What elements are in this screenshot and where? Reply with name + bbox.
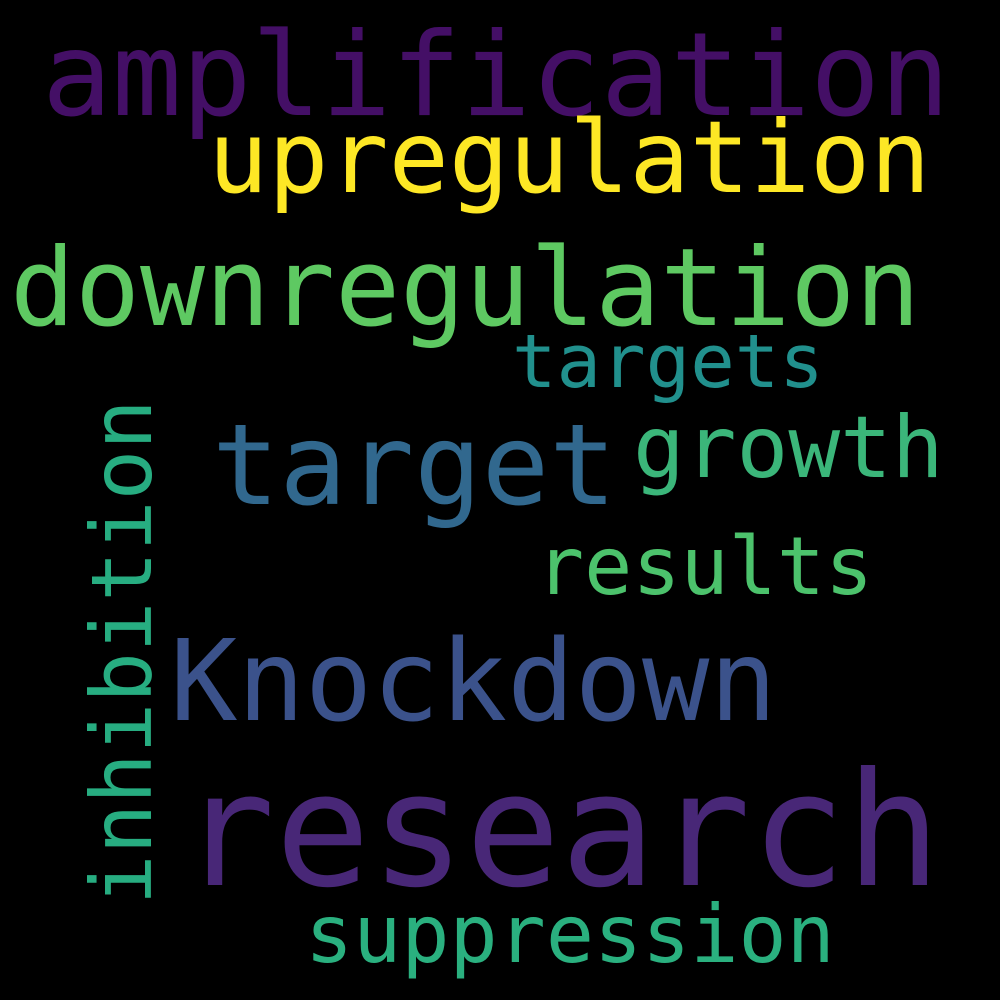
word-research: research — [180, 739, 941, 923]
word-inhibition: inhibition — [73, 399, 171, 905]
word-targets: targets — [512, 319, 824, 405]
word-results: results — [536, 520, 874, 613]
word-upregulation: upregulation — [208, 99, 931, 216]
word-target: target — [212, 401, 617, 531]
word-downregulation: downregulation — [10, 226, 921, 351]
word-amplification: amplification — [42, 8, 950, 143]
word-growth: growth — [633, 398, 944, 498]
word-knockdown: Knockdown — [170, 617, 777, 747]
word-suppression: suppression — [305, 888, 835, 981]
